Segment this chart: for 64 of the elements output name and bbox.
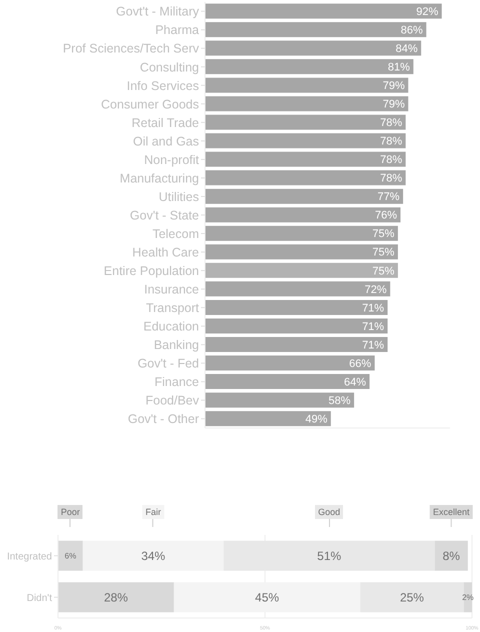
y-tick-label: Gov't - State (130, 208, 200, 222)
y-tick-label: Entire Population (104, 264, 200, 278)
data-label: 71% (362, 320, 384, 333)
y-tick-label: Health Care (132, 245, 200, 260)
bar (58, 540, 83, 571)
data-label: 79% (382, 80, 405, 92)
data-label: 25% (400, 590, 424, 605)
bar (434, 540, 468, 571)
y-tick-label: Pharma (155, 23, 200, 38)
y-tick-label: Info Services (126, 78, 199, 93)
y-tick-label: Education (143, 320, 200, 334)
y-tick-label: Non-profit (144, 152, 200, 167)
data-label: 64% (344, 376, 366, 388)
y-tick-label: Insurance (144, 282, 200, 297)
data-label: 6% (64, 552, 76, 561)
y-tick-label: Finance (154, 375, 200, 390)
y-tick-label: Transport (146, 301, 200, 316)
data-label: 78% (380, 117, 402, 130)
data-label: 78% (380, 154, 402, 166)
data-label: 81% (388, 62, 410, 74)
data-label: 58% (328, 394, 351, 407)
data-label: 75% (372, 228, 395, 240)
y-tick-label: Prof Sciences/Tech Serv (62, 42, 200, 56)
y-tick-label: Retail Trade (132, 116, 200, 130)
data-label: 71% (362, 339, 384, 352)
data-label: 84% (396, 43, 418, 56)
text: Poor (58, 505, 83, 519)
y-tick-label: Oil and Gas (132, 134, 199, 148)
data-label: 79% (382, 98, 405, 111)
data-label: 2% (462, 593, 474, 602)
y-tick-label: Consulting (140, 60, 200, 74)
data-label: 77% (378, 191, 400, 204)
data-label: 66% (349, 358, 372, 370)
data-label: 71% (362, 302, 384, 314)
data-label: 49% (305, 413, 328, 426)
y-tick-label: Banking (154, 338, 200, 352)
y-tick-label: Manufacturing (120, 171, 200, 186)
y-tick-label: Telecom (152, 226, 199, 241)
y-tick-label: Utilities (158, 190, 199, 204)
data-label: 78% (380, 172, 402, 185)
data-label: 92% (416, 6, 438, 18)
data-label: 8% (442, 549, 460, 564)
data-label: 75% (372, 246, 395, 259)
data-label: 78% (380, 136, 402, 148)
data-label: 75% (372, 265, 395, 278)
y-tick-label: Govt't - Military (116, 4, 200, 19)
y-tick-label: Food/Bev (145, 394, 200, 408)
y-tick-label: Didn't (26, 592, 52, 604)
y-tick-label: Gov't - Fed (138, 356, 200, 371)
data-label: 45% (255, 590, 280, 605)
bar (464, 582, 472, 612)
data-label: 34% (141, 549, 166, 564)
data-label: 28% (104, 590, 128, 605)
data-label: 86% (400, 24, 423, 36)
text: Excellent (430, 505, 473, 519)
bar (58, 582, 174, 612)
y-tick-label: Consumer Goods (101, 97, 199, 112)
y-tick-label: Integrated (6, 551, 52, 562)
text: Good (315, 505, 344, 519)
y-tick-label: Gov't - Other (128, 412, 199, 426)
data-label: 76% (374, 210, 398, 222)
text: Fair (142, 505, 164, 519)
data-label: 72% (364, 284, 387, 296)
data-label: 51% (317, 549, 342, 564)
